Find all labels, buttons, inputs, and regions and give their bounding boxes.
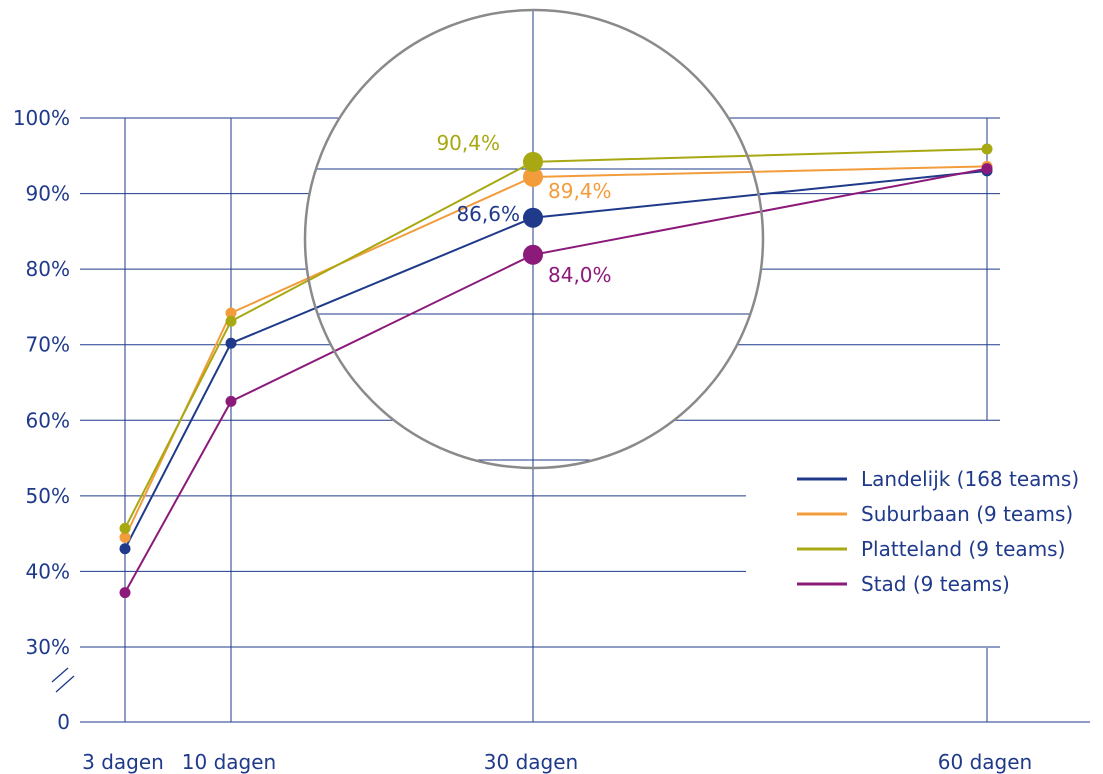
data-point bbox=[119, 531, 131, 543]
y-tick-label: 30% bbox=[26, 635, 70, 659]
data-point bbox=[225, 307, 237, 319]
data-point bbox=[119, 587, 131, 599]
data-point bbox=[981, 143, 993, 155]
axes: 0 30% 40% 50% 60% 70% 80% 90% 100% 3 dagen 10 dage… bbox=[13, 106, 1090, 774]
zoom-circle bbox=[303, 8, 765, 470]
y-tick-label: 70% bbox=[26, 333, 70, 357]
data-point bbox=[225, 315, 237, 327]
callout-label: 86,6% bbox=[456, 202, 520, 226]
zoom-data-point bbox=[523, 207, 543, 228]
x-tick-label: 10 dagen bbox=[182, 750, 276, 774]
zoom-data-point bbox=[523, 166, 543, 187]
data-point bbox=[981, 163, 993, 175]
axis-break-mark bbox=[55, 675, 75, 693]
legend-label: Landelijk (168 teams) bbox=[861, 467, 1079, 491]
data-callouts: 86,6% 89,4% 90,4% 84,0% bbox=[436, 131, 611, 287]
axis-break-mark bbox=[51, 667, 69, 683]
data-point bbox=[225, 337, 237, 349]
legend-label: Platteland (9 teams) bbox=[861, 537, 1065, 561]
x-tick-label: 3 dagen bbox=[82, 750, 164, 774]
data-point bbox=[119, 522, 131, 534]
x-tick-label: 60 dagen bbox=[938, 750, 1032, 774]
y-tick-label: 40% bbox=[26, 559, 70, 583]
legend-label: Stad (9 teams) bbox=[861, 572, 1010, 596]
callout-label: 84,0% bbox=[548, 263, 612, 287]
y-tick-label: 80% bbox=[26, 257, 70, 281]
legend-label: Suburbaan (9 teams) bbox=[861, 502, 1073, 526]
zoom-circle-border bbox=[303, 8, 765, 470]
callout-label: 89,4% bbox=[548, 179, 612, 203]
y-tick-label: 100% bbox=[13, 106, 70, 130]
y-tick-label: 50% bbox=[26, 484, 70, 508]
y-tick-label: 0 bbox=[57, 710, 70, 734]
data-point bbox=[225, 395, 237, 407]
y-tick-label: 60% bbox=[26, 408, 70, 432]
data-point bbox=[119, 543, 131, 555]
zoom-circle-bg bbox=[305, 10, 763, 468]
y-tick-label: 90% bbox=[26, 182, 70, 206]
x-tick-label: 30 dagen bbox=[484, 750, 578, 774]
zoom-data-point bbox=[523, 151, 543, 172]
legend: Landelijk (168 teams) Suburbaan (9 teams)… bbox=[797, 467, 1079, 596]
callout-label: 90,4% bbox=[436, 131, 500, 155]
zoom-data-point bbox=[523, 244, 543, 265]
